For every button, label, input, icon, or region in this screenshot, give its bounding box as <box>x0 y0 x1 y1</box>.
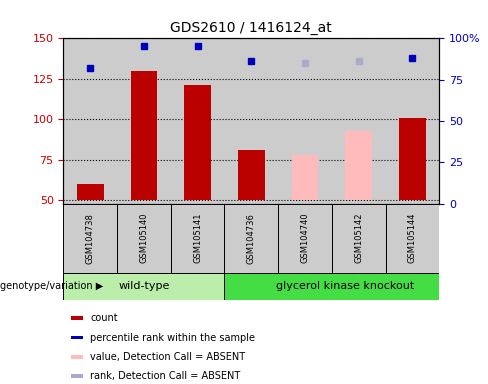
Bar <box>332 38 386 204</box>
Bar <box>63 273 224 300</box>
Text: GSM104740: GSM104740 <box>301 213 309 263</box>
Bar <box>117 204 171 273</box>
Text: rank, Detection Call = ABSENT: rank, Detection Call = ABSENT <box>90 371 241 381</box>
Text: percentile rank within the sample: percentile rank within the sample <box>90 333 255 343</box>
Title: GDS2610 / 1416124_at: GDS2610 / 1416124_at <box>170 21 332 35</box>
Bar <box>63 204 117 273</box>
Text: GSM105140: GSM105140 <box>140 213 148 263</box>
Bar <box>63 38 117 204</box>
Bar <box>171 38 224 204</box>
Bar <box>278 204 332 273</box>
Bar <box>131 71 157 200</box>
Text: wild-type: wild-type <box>118 281 170 291</box>
Text: count: count <box>90 313 118 323</box>
Text: GSM105144: GSM105144 <box>408 213 417 263</box>
Text: GSM104736: GSM104736 <box>247 213 256 263</box>
Bar <box>71 336 83 339</box>
Text: glycerol kinase knockout: glycerol kinase knockout <box>276 281 414 291</box>
Text: GSM105142: GSM105142 <box>354 213 363 263</box>
Bar <box>224 273 439 300</box>
Text: genotype/variation ▶: genotype/variation ▶ <box>0 281 104 291</box>
Bar <box>224 204 278 273</box>
Text: value, Detection Call = ABSENT: value, Detection Call = ABSENT <box>90 352 245 362</box>
Text: GSM104738: GSM104738 <box>86 213 95 263</box>
Bar <box>77 184 103 200</box>
Bar <box>346 131 372 200</box>
Bar <box>71 316 83 320</box>
Bar <box>278 38 332 204</box>
Bar <box>399 118 426 200</box>
Bar <box>171 204 224 273</box>
Text: GSM105141: GSM105141 <box>193 213 202 263</box>
Bar <box>117 38 171 204</box>
Bar <box>71 374 83 378</box>
Bar <box>332 204 386 273</box>
Bar <box>71 355 83 359</box>
Bar <box>386 204 439 273</box>
Bar <box>386 38 439 204</box>
Bar <box>184 85 211 200</box>
Bar <box>292 155 318 200</box>
Bar <box>224 38 278 204</box>
Bar <box>238 150 264 200</box>
